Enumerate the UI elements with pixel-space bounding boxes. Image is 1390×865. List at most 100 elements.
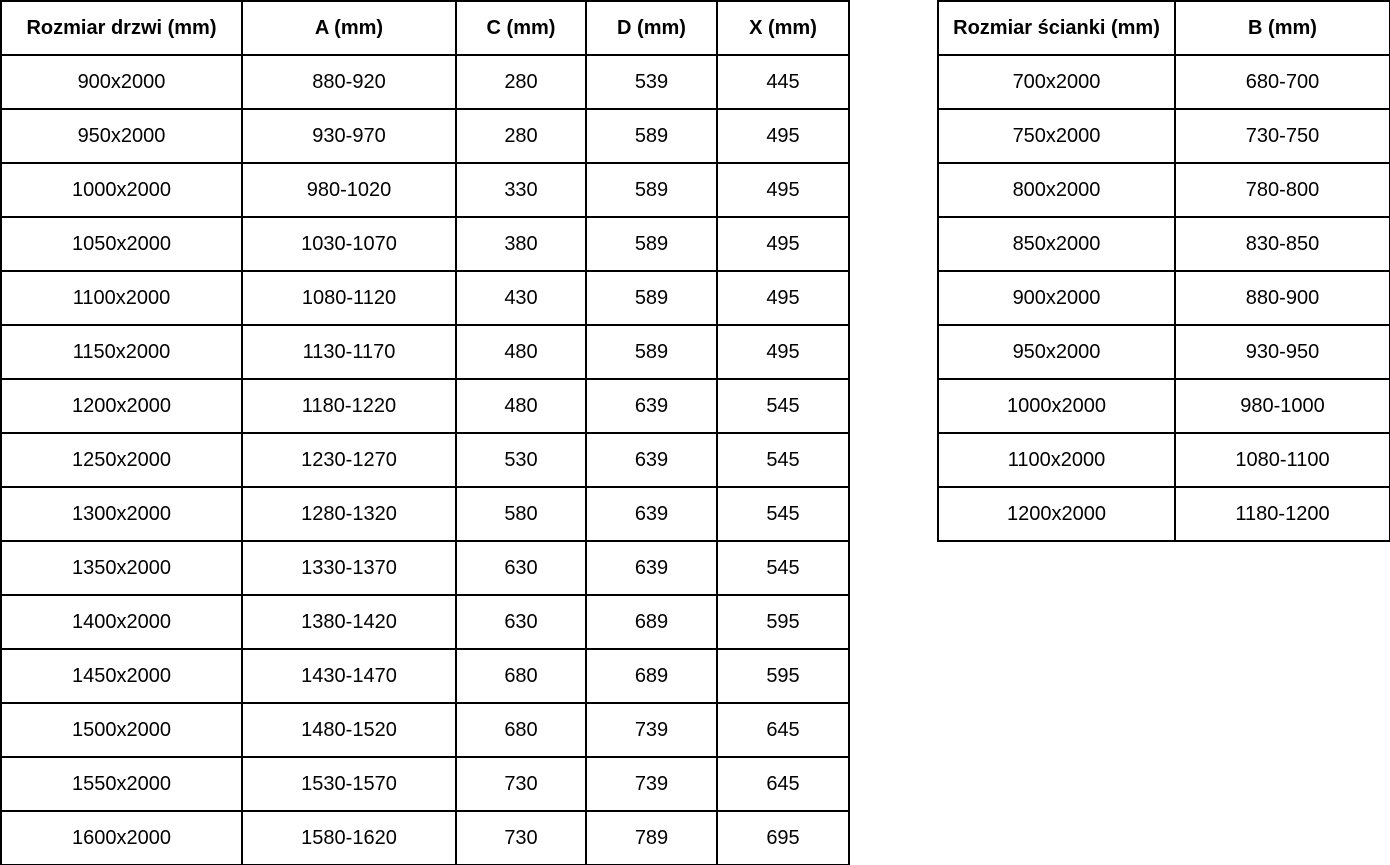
table-row: 1350x2000 1330-1370 630 639 545 [0, 540, 850, 596]
table-cell: 589 [585, 162, 718, 218]
table-cell: 495 [716, 108, 850, 164]
table-row: 1250x2000 1230-1270 530 639 545 [0, 432, 850, 488]
table-cell: 800x2000 [937, 162, 1176, 218]
table-cell: 950x2000 [0, 108, 243, 164]
table-cell: 1500x2000 [0, 702, 243, 758]
table-cell: 1330-1370 [241, 540, 457, 596]
table-cell: 1400x2000 [0, 594, 243, 650]
table-cell: 1100x2000 [937, 432, 1176, 488]
table-cell: 639 [585, 540, 718, 596]
table-cell: 645 [716, 756, 850, 812]
table-cell: 589 [585, 108, 718, 164]
table-cell: 680-700 [1174, 54, 1390, 110]
table-cell: 689 [585, 594, 718, 650]
table-cell: 1200x2000 [937, 486, 1176, 542]
header-row: Rozmiar ścianki (mm) B (mm) [937, 0, 1390, 56]
table-cell: 595 [716, 594, 850, 650]
table-row: 1200x2000 1180-1220 480 639 545 [0, 378, 850, 434]
table-cell: 330 [455, 162, 587, 218]
table-cell: 530 [455, 432, 587, 488]
table-cell: 630 [455, 540, 587, 596]
table-cell: 1130-1170 [241, 324, 457, 380]
table-cell: 639 [585, 432, 718, 488]
table-cell: 739 [585, 702, 718, 758]
table-row: 700x2000 680-700 [937, 54, 1390, 110]
table-cell: 539 [585, 54, 718, 110]
table-cell: 280 [455, 108, 587, 164]
table-cell: 430 [455, 270, 587, 326]
table-row: 850x2000 830-850 [937, 216, 1390, 272]
table-cell: 480 [455, 378, 587, 434]
table-row: 950x2000 930-970 280 589 495 [0, 108, 850, 164]
table-row: 1400x2000 1380-1420 630 689 595 [0, 594, 850, 650]
table-cell: 980-1000 [1174, 378, 1390, 434]
table-cell: 1250x2000 [0, 432, 243, 488]
table-cell: 1230-1270 [241, 432, 457, 488]
table-row: 1450x2000 1430-1470 680 689 595 [0, 648, 850, 704]
table-cell: 1050x2000 [0, 216, 243, 272]
table-cell: 1000x2000 [0, 162, 243, 218]
table-cell: 1530-1570 [241, 756, 457, 812]
column-header: Rozmiar drzwi (mm) [0, 0, 243, 56]
table-row: 1550x2000 1530-1570 730 739 645 [0, 756, 850, 812]
table-cell: 545 [716, 378, 850, 434]
table-cell: 880-900 [1174, 270, 1390, 326]
table-cell: 1100x2000 [0, 270, 243, 326]
table-cell: 900x2000 [0, 54, 243, 110]
table-cell: 1480-1520 [241, 702, 457, 758]
table-row: 1150x2000 1130-1170 480 589 495 [0, 324, 850, 380]
table-cell: 545 [716, 540, 850, 596]
table-cell: 580 [455, 486, 587, 542]
table-cell: 1580-1620 [241, 810, 457, 865]
table-cell: 680 [455, 702, 587, 758]
table-cell: 730 [455, 756, 587, 812]
table-cell: 495 [716, 216, 850, 272]
table-row: 1000x2000 980-1000 [937, 378, 1390, 434]
table-cell: 1430-1470 [241, 648, 457, 704]
table-cell: 630 [455, 594, 587, 650]
column-header: C (mm) [455, 0, 587, 56]
table-cell: 900x2000 [937, 270, 1176, 326]
table-cell: 730-750 [1174, 108, 1390, 164]
table-cell: 689 [585, 648, 718, 704]
table-cell: 639 [585, 378, 718, 434]
table-row: 750x2000 730-750 [937, 108, 1390, 164]
table-cell: 980-1020 [241, 162, 457, 218]
table-cell: 1080-1100 [1174, 432, 1390, 488]
table-cell: 1550x2000 [0, 756, 243, 812]
table-cell: 750x2000 [937, 108, 1176, 164]
table-cell: 950x2000 [937, 324, 1176, 380]
table-cell: 880-920 [241, 54, 457, 110]
table-cell: 1350x2000 [0, 540, 243, 596]
table-cell: 589 [585, 324, 718, 380]
table-cell: 495 [716, 324, 850, 380]
table-cell: 595 [716, 648, 850, 704]
table-cell: 1300x2000 [0, 486, 243, 542]
table-cell: 1150x2000 [0, 324, 243, 380]
table-cell: 1180-1220 [241, 378, 457, 434]
table-cell: 280 [455, 54, 587, 110]
table-row: 1500x2000 1480-1520 680 739 645 [0, 702, 850, 758]
column-header: D (mm) [585, 0, 718, 56]
table-cell: 1600x2000 [0, 810, 243, 865]
column-header: Rozmiar ścianki (mm) [937, 0, 1176, 56]
table-cell: 730 [455, 810, 587, 865]
table-cell: 1380-1420 [241, 594, 457, 650]
column-header: X (mm) [716, 0, 850, 56]
table-row: 1100x2000 1080-1100 [937, 432, 1390, 488]
table-cell: 589 [585, 216, 718, 272]
table-cell: 645 [716, 702, 850, 758]
table-cell: 930-970 [241, 108, 457, 164]
table-row: 1200x2000 1180-1200 [937, 486, 1390, 542]
table-cell: 1280-1320 [241, 486, 457, 542]
column-header: A (mm) [241, 0, 457, 56]
table-cell: 495 [716, 270, 850, 326]
table-cell: 1000x2000 [937, 378, 1176, 434]
table-cell: 445 [716, 54, 850, 110]
table-row: 900x2000 880-900 [937, 270, 1390, 326]
table-cell: 850x2000 [937, 216, 1176, 272]
table-cell: 1080-1120 [241, 270, 457, 326]
table-cell: 1180-1200 [1174, 486, 1390, 542]
table-row: 950x2000 930-950 [937, 324, 1390, 380]
table-row: 800x2000 780-800 [937, 162, 1390, 218]
